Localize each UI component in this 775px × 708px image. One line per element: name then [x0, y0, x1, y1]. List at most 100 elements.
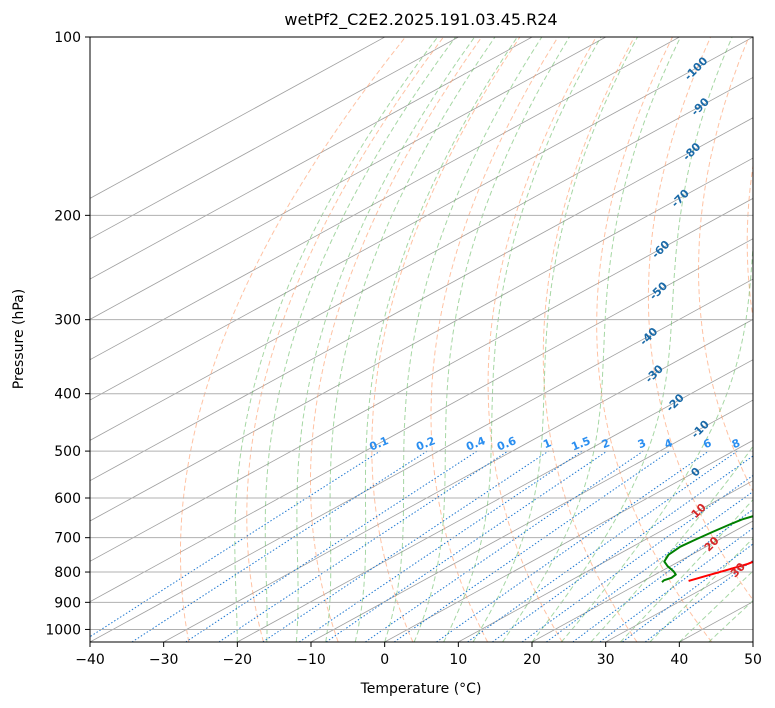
y-tick-label: 900	[54, 595, 81, 611]
isotherm-line	[90, 278, 753, 642]
x-tick-label: −10	[296, 652, 326, 668]
moist-adiabat-line	[234, 37, 438, 642]
isotherm-line	[90, 157, 753, 522]
isotherm-line	[90, 238, 753, 603]
dry-adiabat-label: -30	[643, 362, 666, 385]
x-tick-label: 0	[380, 652, 389, 668]
mixing-ratio-label: 8	[730, 436, 742, 451]
moist-adiabat-line	[384, 37, 543, 642]
dry-adiabat-label: -80	[680, 140, 703, 163]
moist-adiabat-line	[325, 37, 496, 642]
mixing-ratio-line	[218, 450, 509, 642]
isotherm-line	[90, 117, 753, 482]
dry-adiabat-line	[596, 37, 713, 642]
dry-adiabat-label: -100	[682, 54, 711, 83]
dry-adiabat-label: -20	[664, 391, 687, 414]
y-tick-label: 700	[54, 531, 81, 547]
y-tick-label: 500	[54, 444, 81, 460]
mixing-ratio-label: 1	[541, 436, 553, 451]
moist-adiabat-line	[620, 498, 753, 642]
chart-title: wetPf2_C2E2.2025.191.03.45.R24	[284, 10, 557, 30]
dry-adiabat-line	[310, 37, 483, 642]
isotherm-line	[90, 76, 753, 441]
moist-adiabat-line	[295, 37, 476, 642]
dry-adiabat-label: 10	[689, 501, 709, 521]
isotherm-line	[90, 37, 753, 401]
y-tick-label: 100	[54, 30, 81, 46]
dry-adiabat-label: -40	[637, 325, 660, 348]
isotherm-line	[531, 520, 753, 642]
x-tick-label: −30	[149, 652, 179, 668]
mixing-ratio-line	[131, 450, 428, 642]
isotherm-line	[90, 197, 753, 562]
y-tick-label: 600	[54, 491, 81, 507]
y-tick-label: 1000	[45, 622, 81, 638]
isotherm-line	[163, 318, 753, 642]
moist-adiabat-line	[708, 599, 753, 642]
mixing-ratio-line	[644, 559, 753, 642]
dry-adiabat-label: 0	[688, 465, 703, 480]
mixing-ratio-line	[262, 450, 549, 642]
mixing-ratio-line	[393, 450, 671, 642]
mixing-ratio-label: 3	[636, 436, 648, 451]
background-lines	[90, 37, 753, 642]
isotherm-line	[384, 439, 753, 642]
x-tick-label: 50	[744, 652, 762, 668]
mixing-ratio-line	[298, 450, 583, 642]
dry-adiabat-line	[430, 37, 559, 642]
y-tick-label: 300	[54, 313, 81, 329]
mixing-ratio-line	[545, 490, 753, 642]
moist-adiabat-line	[678, 570, 753, 642]
x-tick-label: −20	[223, 652, 253, 668]
isotherm-line	[237, 359, 753, 642]
x-tick-label: 30	[597, 652, 615, 668]
isotherm-line	[90, 37, 607, 320]
mixing-ratio-label: 6	[701, 436, 713, 451]
moist-adiabat-line	[502, 37, 681, 642]
moist-adiabat-line	[472, 37, 638, 642]
x-tick-label: 20	[523, 652, 541, 668]
isotherm-line	[679, 601, 753, 642]
isotherm-line	[90, 37, 459, 240]
y-tick-label: 200	[54, 208, 81, 224]
x-tick-label: −40	[75, 652, 105, 668]
moist-adiabat-line	[561, 239, 753, 642]
dry-adiabat-line	[371, 37, 521, 642]
dry-adiabat-line	[180, 37, 406, 642]
isotherm-line	[90, 37, 386, 199]
isotherm-line	[752, 641, 753, 642]
dry-adiabat-label: -50	[647, 279, 670, 302]
y-axis-label: Pressure (hPa)	[11, 289, 27, 389]
moist-adiabat-line	[649, 537, 753, 642]
moist-adiabat-line	[531, 37, 733, 642]
moist-adiabat-line	[264, 37, 457, 642]
mixing-ratio-line	[436, 450, 709, 642]
y-tick-label: 400	[54, 387, 81, 403]
isotherm-line	[605, 560, 753, 642]
dry-adiabat-line	[542, 37, 638, 642]
isotherm-line	[310, 399, 753, 642]
dry-adiabat-line	[647, 37, 753, 601]
mixing-ratio-line	[90, 450, 381, 638]
mixing-ratio-line	[599, 527, 753, 642]
y-tick-label: 800	[54, 565, 81, 581]
mixing-ratio-line	[365, 450, 644, 642]
mixing-ratio-line	[572, 508, 753, 642]
mixing-ratio-label: 2	[600, 436, 612, 451]
dewpoint-profile-line	[661, 515, 753, 583]
dry-adiabat-label: -70	[669, 187, 692, 210]
mixing-ratio-line	[521, 474, 753, 642]
dry-adiabat-label: -90	[689, 95, 712, 118]
plot-frame	[89, 36, 754, 643]
isotherm-line	[90, 37, 533, 280]
profile-lines	[661, 515, 753, 583]
mixing-ratio-line	[325, 450, 608, 642]
mixing-ratio-line	[185, 450, 478, 642]
dry-adiabat-line	[487, 37, 597, 642]
x-tick-label: 10	[449, 652, 467, 668]
axes: −40 −30 −20 −10 0 10 20 30 40 5010020030040050060…	[45, 30, 762, 668]
moist-adiabat-line	[443, 37, 602, 642]
moist-adiabat-line	[413, 37, 570, 642]
isotherm-line	[90, 37, 680, 361]
